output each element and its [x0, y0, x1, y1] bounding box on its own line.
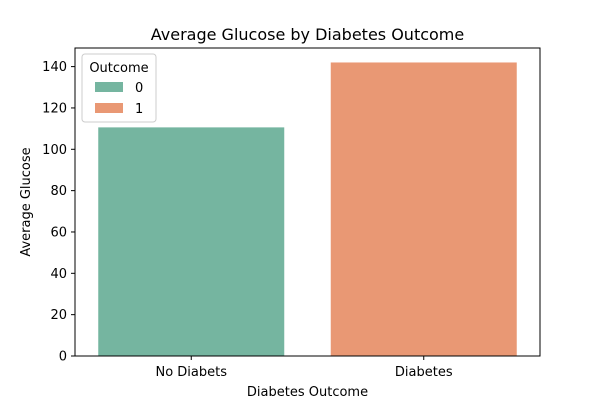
bar-diabetes — [330, 62, 517, 357]
bars-layer — [98, 62, 517, 357]
chart-title: Average Glucose by Diabetes Outcome — [151, 25, 464, 44]
x-axis: No Diabets Diabetes — [155, 356, 453, 380]
y-tick-label: 20 — [50, 308, 67, 323]
y-tick-label: 40 — [50, 267, 67, 282]
legend-swatch-1 — [95, 103, 123, 113]
y-tick-label: 120 — [42, 101, 67, 116]
y-tick-label: 100 — [42, 143, 67, 158]
x-tick-label: Diabetes — [395, 365, 453, 380]
y-tick-label: 140 — [42, 60, 67, 75]
legend-title: Outcome — [89, 61, 148, 76]
legend-entry-0: 0 — [135, 81, 143, 96]
x-tick-label: No Diabets — [155, 365, 227, 380]
bar-no-diabets — [98, 127, 285, 356]
y-axis: 0 20 40 60 80 100 120 140 — [42, 60, 75, 365]
y-tick-label: 60 — [50, 225, 67, 240]
legend-entry-1: 1 — [135, 102, 143, 117]
legend: Outcome 0 1 — [81, 53, 157, 123]
y-tick-label: 80 — [50, 184, 67, 199]
x-axis-label: Diabetes Outcome — [247, 385, 368, 400]
y-axis-label: Average Glucose — [19, 147, 34, 256]
plot-frame — [74, 47, 541, 357]
y-tick-label: 0 — [59, 350, 67, 365]
legend-swatch-0 — [95, 82, 123, 92]
